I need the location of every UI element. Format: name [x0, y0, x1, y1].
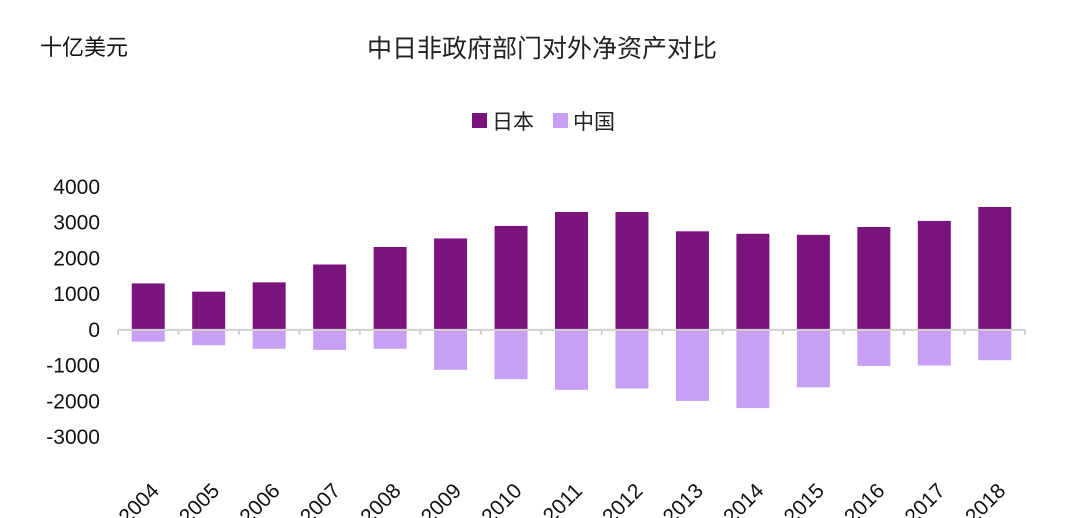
- bar-china-2012: [615, 329, 649, 389]
- bar-china-2007: [313, 329, 347, 350]
- bar-japan-2013: [675, 231, 709, 330]
- bar-china-2008: [373, 329, 407, 349]
- y-tick-label: 4000: [53, 176, 100, 199]
- y-tick-label: -3000: [46, 426, 100, 449]
- bar-china-2005: [192, 329, 226, 346]
- bar-japan-2018: [978, 207, 1012, 330]
- legend-swatch-china: [553, 113, 568, 128]
- bar-china-2006: [252, 329, 286, 349]
- y-tick-label: -2000: [46, 390, 100, 413]
- x-tick-label: 2011: [539, 479, 587, 518]
- x-tick-label: 2015: [780, 479, 829, 518]
- x-tick-label: 2009: [417, 479, 466, 518]
- bar-japan-2006: [252, 282, 286, 330]
- legend: 日本 中国: [472, 110, 615, 134]
- bar-china-2015: [796, 329, 830, 388]
- bar-japan-2011: [555, 212, 588, 330]
- bar-china-2009: [434, 329, 468, 370]
- y-tick-label: -1000: [46, 355, 100, 378]
- bar-japan-2009: [434, 238, 468, 330]
- bars: [131, 207, 1012, 409]
- unit-label: 十亿美元: [40, 36, 128, 61]
- x-tick-label: 2004: [114, 479, 164, 518]
- bar-china-2018: [978, 329, 1012, 361]
- y-axis: 4000 3000 2000 1000 0 -1000 -2000 -3000: [46, 176, 100, 449]
- bar-japan-2016: [857, 227, 891, 330]
- y-tick-label: 1000: [53, 283, 100, 306]
- bar-japan-2012: [615, 212, 649, 330]
- bar-china-2004: [131, 329, 165, 342]
- legend-label-china: 中国: [573, 110, 615, 134]
- bar-china-2011: [555, 329, 588, 390]
- bar-japan-2005: [192, 291, 226, 330]
- bar-japan-2007: [313, 264, 347, 330]
- x-tick-label: 2005: [175, 479, 224, 518]
- x-tick-label: 2016: [840, 479, 889, 518]
- bar-japan-2015: [796, 234, 830, 330]
- bar-japan-2008: [373, 247, 407, 330]
- x-tick-label: 2008: [356, 479, 405, 518]
- x-tick-label: 2017: [901, 479, 950, 518]
- legend-swatch-japan: [472, 113, 487, 128]
- x-tick-label: 2013: [659, 479, 708, 518]
- x-tick-label: 2012: [598, 479, 647, 518]
- x-tick-label: 2006: [235, 479, 284, 518]
- x-tick-label: 2018: [961, 479, 1010, 518]
- bar-china-2010: [494, 329, 528, 380]
- bar-china-2014: [736, 329, 770, 409]
- chart-title: 中日非政府部门对外净资产对比: [367, 34, 717, 63]
- bar-china-2016: [857, 329, 891, 366]
- y-tick-label: 2000: [53, 247, 100, 270]
- legend-label-japan: 日本: [492, 110, 534, 134]
- bar-china-2017: [917, 329, 951, 366]
- bar-japan-2004: [131, 283, 165, 330]
- y-tick-label: 0: [88, 319, 100, 342]
- bar-japan-2010: [494, 225, 528, 330]
- bar-china-2013: [675, 329, 709, 401]
- x-tick-label: 2010: [477, 479, 526, 518]
- bar-japan-2014: [736, 233, 770, 330]
- x-tick-label: 2014: [719, 479, 769, 518]
- bar-japan-2017: [917, 220, 951, 330]
- y-tick-label: 3000: [53, 212, 100, 235]
- x-tick-label: 2007: [296, 479, 345, 518]
